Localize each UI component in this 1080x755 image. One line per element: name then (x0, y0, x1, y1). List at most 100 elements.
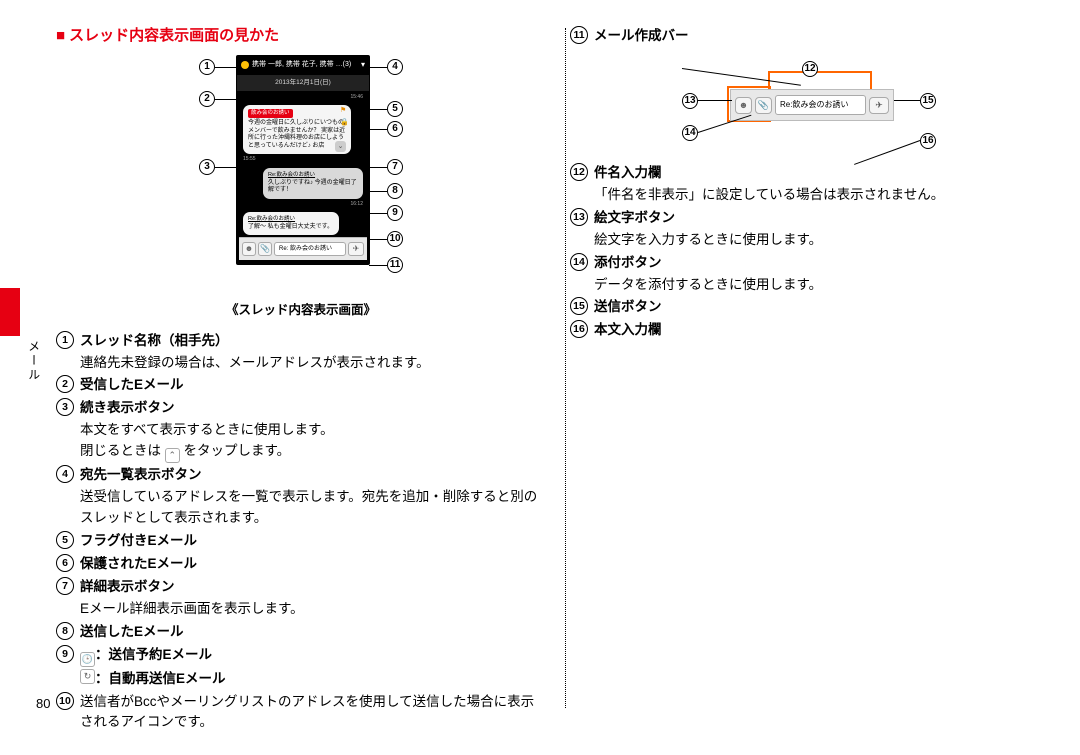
list-item: 1 スレッド名称（相手先） 連絡先未登録の場合は、メールアドレスが表示されます。 (56, 331, 546, 374)
callout-6: 6 (369, 121, 403, 137)
column-divider (565, 28, 566, 708)
section-heading: ■スレッド内容表示画面の見かた (56, 24, 546, 47)
callout-15: 15 (894, 93, 936, 109)
heading-square-icon: ■ (56, 27, 65, 44)
callout-16: 16 (850, 133, 936, 149)
list-item: 11 メール作成バー (570, 26, 1040, 47)
item-number: 1 (56, 331, 74, 349)
compose-bar: ☻ 📎 Re: 飲み会のお誘い ✈ (239, 237, 367, 260)
attach-button-icon: 📎 (755, 97, 772, 114)
item-desc: 本文をすべて表示するときに使用します。閉じるときは ⌃ をタップします。 (80, 420, 546, 463)
phone-header: 携帯 一郎, 携帯 花子, 携帯 …(3) ▾ (237, 56, 369, 74)
item-number: 11 (570, 26, 588, 44)
list-item: 8 送信したEメール (56, 622, 546, 643)
list-item: 12 件名入力欄 「件名を非表示」に設定している場合は表示されません。 (570, 163, 1040, 206)
subject-input: Re:飲み会のお誘い (775, 95, 866, 115)
expand-icon: ▾ (361, 59, 365, 71)
page-number: 80 (36, 694, 50, 714)
callout-num: 6 (387, 121, 403, 137)
item-desc: 連絡先未登録の場合は、メールアドレスが表示されます。 (80, 353, 546, 374)
item-title: メール作成バー (594, 28, 689, 43)
item-desc: 絵文字を入力するときに使用します。 (594, 230, 1040, 251)
callout-1: 1 (199, 59, 239, 75)
list-item: 4 宛先一覧表示ボタン 送受信しているアドレスを一覧で表示します。宛先を追加・削… (56, 465, 546, 529)
callout-num: 4 (387, 59, 403, 75)
list-item: 2 受信したEメール (56, 375, 546, 396)
item-title: スレッド名称（相手先） (80, 333, 229, 348)
item-number: 5 (56, 531, 74, 549)
outgoing-bubble: Re:飲み会のお誘い 久しぶりですね♪ 今週の金曜日了解です！ (263, 168, 363, 199)
lock-icon: 🔒 (340, 119, 348, 127)
reload-icon: ↻ (80, 669, 95, 684)
bubble-body: 今週の金曜日に久しぶりにいつものメンバーで飲みませんか？ 実家は近所に行った沖縄… (248, 120, 345, 149)
callout-11: 11 (369, 257, 403, 273)
callout-12: 12 (682, 61, 818, 77)
item-title: フラグ付きEメール (80, 533, 197, 548)
item-number: 10 (56, 692, 74, 710)
item-desc: データを添付するときに使用します。 (594, 275, 1040, 296)
item-desc: Eメール詳細表示画面を表示します。 (80, 599, 546, 620)
item-number: 3 (56, 398, 74, 416)
phone-body: 15:46 飲み会のお誘い 今週の金曜日に久しぶりにいつものメンバーで飲みません… (237, 91, 369, 265)
item-number: 15 (570, 297, 588, 315)
right-column: 11 メール作成バー ☻ 📎 Re:飲み会のお誘い ✈ 12 13 14 15 … (546, 24, 1040, 735)
item-title: 続き表示ボタン (80, 400, 175, 415)
item-number: 12 (570, 163, 588, 181)
item-title: 詳細表示ボタン (80, 579, 175, 594)
item-title: ：送信予約Eメール (95, 647, 212, 662)
emoji-button-icon: ☻ (242, 242, 256, 256)
close-icon: ⌄ (335, 141, 346, 152)
list-item: 9 🕒：送信予約Eメール (56, 645, 546, 667)
list-item: 5 フラグ付きEメール (56, 531, 546, 552)
phone-header-text: 携帯 一郎, 携帯 花子, 携帯 …(3) (252, 60, 351, 71)
list-item: 6 保護されたEメール (56, 554, 546, 575)
collapse-icon: ⌃ (165, 448, 180, 463)
left-column: ■スレッド内容表示画面の見かた 1 2 3 4 5 6 7 8 9 10 11 … (56, 24, 546, 735)
side-tab-label: メール (24, 340, 43, 382)
callout-num: 14 (682, 125, 698, 141)
callout-num: 11 (387, 257, 403, 273)
callout-num: 13 (682, 93, 698, 109)
item-number: 6 (56, 554, 74, 572)
subject-input: Re: 飲み会のお誘い (274, 242, 346, 256)
figure-caption: 《スレッド内容表示画面》 (56, 301, 546, 320)
item-title: 絵文字ボタン (594, 210, 675, 225)
callout-num: 8 (387, 183, 403, 199)
clock-icon: 🕒 (80, 652, 95, 667)
item-number: 13 (570, 208, 588, 226)
callout-num: 3 (199, 159, 215, 175)
timestamp: 15:55 (243, 156, 367, 164)
send-button-icon: ✈ (348, 242, 364, 256)
callout-8: 8 (369, 183, 403, 199)
item-number: 4 (56, 465, 74, 483)
callout-4: 4 (369, 59, 403, 75)
callout-num: 9 (387, 205, 403, 221)
item-title: 受信したEメール (80, 377, 184, 392)
item-number: 9 (56, 645, 74, 663)
callout-num: 10 (387, 231, 403, 247)
phone-date: 2013年12月1日(日) (237, 75, 369, 91)
item-title: 保護されたEメール (80, 556, 197, 571)
item-desc: 送受信しているアドレスを一覧で表示します。宛先を追加・削除すると別のスレッドとし… (80, 487, 546, 529)
timestamp: 16:12 (239, 201, 363, 209)
callout-num: 7 (387, 159, 403, 175)
callout-13: 13 (682, 93, 732, 109)
item-title: 送信ボタン (594, 299, 662, 314)
callout-num: 15 (920, 93, 936, 109)
item-number: 8 (56, 622, 74, 640)
timestamp: 15:46 (239, 94, 363, 102)
bubble-subject: Re:飲み会のお誘い (268, 172, 315, 178)
heading-text: スレッド内容表示画面の見かた (69, 27, 279, 44)
callout-9: 9 (369, 205, 403, 221)
callout-num: 2 (199, 91, 215, 107)
list-item: 15 送信ボタン (570, 297, 1040, 318)
callout-num: 1 (199, 59, 215, 75)
attach-button-icon: 📎 (258, 242, 272, 256)
item-title: 添付ボタン (594, 255, 662, 270)
callout-2: 2 (199, 91, 239, 107)
send-button-icon: ✈ (869, 97, 889, 114)
list-item-sub: ↻：自動再送信Eメール (80, 669, 546, 690)
list-item: 10 送信者がBccやメーリングリストのアドレスを使用して送信した場合に表示され… (56, 692, 546, 734)
item-number: 14 (570, 253, 588, 271)
bubble-subject: 飲み会のお誘い (248, 109, 293, 118)
